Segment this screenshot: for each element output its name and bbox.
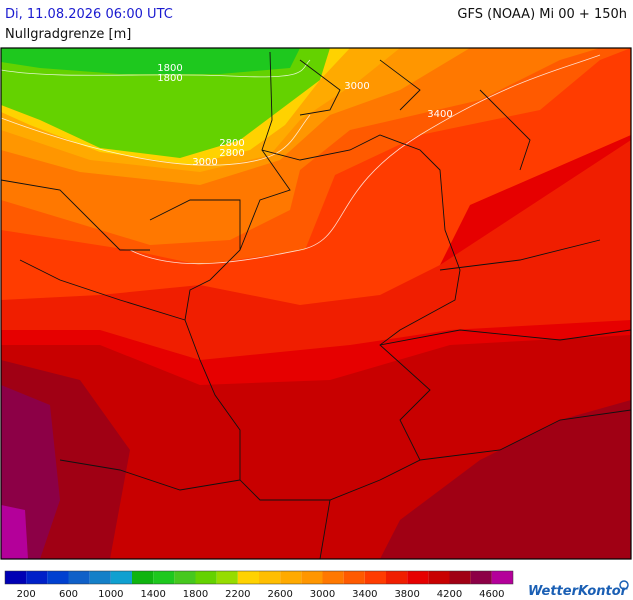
date-label: Di, 11.08.2026 06:00 UTC bbox=[5, 7, 173, 22]
scale-swatch bbox=[68, 571, 90, 584]
scale-swatch bbox=[110, 571, 132, 584]
scale-label: 1000 bbox=[98, 589, 123, 600]
scale-label: 4600 bbox=[479, 589, 504, 600]
scale-swatch bbox=[195, 571, 217, 584]
scale-swatch bbox=[237, 571, 259, 584]
scale-swatch bbox=[491, 571, 513, 584]
contour-label: 1800 bbox=[157, 73, 182, 84]
contour-label: 1800 bbox=[157, 63, 182, 74]
scale-label: 200 bbox=[17, 589, 36, 600]
scale-swatch bbox=[5, 571, 27, 584]
scale-label: 3000 bbox=[310, 589, 335, 600]
map-frame bbox=[0, 47, 632, 560]
logo-icon bbox=[619, 580, 629, 590]
scale-swatch bbox=[174, 571, 196, 584]
scale-swatch bbox=[47, 571, 69, 584]
contour-label: 2800 bbox=[219, 138, 244, 149]
contour bbox=[0, 59, 311, 78]
scale-frame bbox=[4, 570, 514, 585]
field bbox=[380, 400, 631, 559]
scale-swatch bbox=[153, 571, 175, 584]
scale-swatch bbox=[322, 571, 344, 584]
scale-label: 3400 bbox=[352, 589, 377, 600]
logo: WetterKontor bbox=[528, 584, 629, 599]
contour-label: 2800 bbox=[219, 148, 244, 159]
scale-label: 1400 bbox=[140, 589, 165, 600]
scale-swatch bbox=[428, 571, 450, 584]
contour-label: 3400 bbox=[427, 109, 452, 120]
scale-swatch bbox=[26, 571, 48, 584]
border bbox=[0, 179, 632, 560]
scale-swatch bbox=[259, 571, 281, 584]
map bbox=[0, 47, 632, 560]
scale-swatch bbox=[89, 571, 111, 584]
scale-swatch bbox=[280, 571, 302, 584]
borders bbox=[0, 51, 632, 560]
parameter-label: Nullgradgrenze [m] bbox=[5, 27, 131, 42]
scale-swatch bbox=[407, 571, 429, 584]
scale-swatch bbox=[449, 571, 471, 584]
field bbox=[1, 505, 28, 559]
scale-label: 3800 bbox=[394, 589, 419, 600]
field bbox=[1, 140, 631, 360]
scale-swatch bbox=[364, 571, 386, 584]
scale-swatch bbox=[470, 571, 492, 584]
scale-swatch bbox=[386, 571, 408, 584]
field bbox=[1, 48, 300, 74]
border bbox=[184, 51, 461, 501]
model-label: GFS (NOAA) Mi 00 + 150h bbox=[457, 7, 627, 22]
scale-swatch bbox=[301, 571, 323, 584]
scale-swatch bbox=[132, 571, 154, 584]
scale-swatch bbox=[343, 571, 365, 584]
contour bbox=[0, 114, 311, 166]
contours bbox=[0, 54, 601, 265]
contour bbox=[129, 54, 601, 265]
scale-label: 1800 bbox=[183, 589, 208, 600]
scale-label: 4200 bbox=[437, 589, 462, 600]
scale-label: 2600 bbox=[267, 589, 292, 600]
scale-swatch bbox=[216, 571, 238, 584]
contour-label: 3000 bbox=[192, 157, 217, 168]
scale-label: 600 bbox=[59, 589, 78, 600]
scale-label: 2200 bbox=[225, 589, 250, 600]
border bbox=[299, 59, 531, 171]
contour-label: 3000 bbox=[344, 81, 369, 92]
